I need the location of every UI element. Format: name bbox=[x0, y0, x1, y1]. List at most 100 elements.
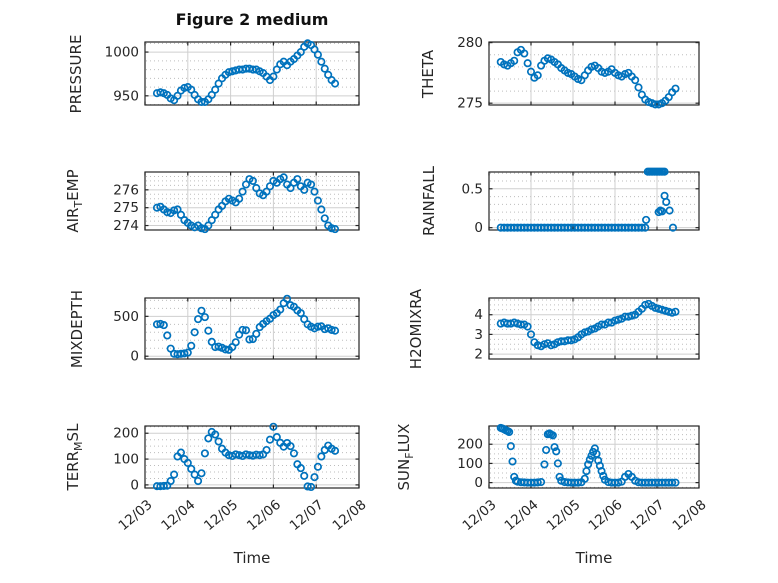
axes-border bbox=[144, 41, 360, 106]
figure-title: Figure 2 medium bbox=[175, 10, 329, 29]
data-point-marker bbox=[152, 203, 162, 212]
data-point-marker bbox=[313, 462, 322, 471]
x-tick-label: 12/04 bbox=[158, 497, 198, 534]
data-point-marker bbox=[540, 460, 549, 469]
x-tick-label: 12/03 bbox=[115, 497, 155, 534]
x-tick-label: 12/03 bbox=[459, 497, 499, 534]
data-point-marker bbox=[204, 434, 213, 443]
data-point-marker bbox=[526, 330, 536, 339]
data-point-marker bbox=[657, 207, 667, 216]
data-point-marker bbox=[320, 64, 329, 73]
data-point-marker bbox=[300, 185, 309, 194]
y-axis-label-terr-msl: TERRMSL bbox=[64, 423, 85, 491]
data-point-marker bbox=[520, 49, 529, 58]
data-point-marker bbox=[269, 422, 278, 431]
data-point-marker bbox=[248, 176, 257, 185]
data-point-marker bbox=[330, 79, 340, 88]
data-point-marker bbox=[654, 208, 663, 217]
data-point-marker bbox=[537, 477, 546, 487]
y-tick-label: 200 bbox=[457, 437, 483, 453]
data-point-marker bbox=[668, 478, 677, 487]
subplot-mixdepth: 0 500 bbox=[113, 294, 360, 365]
data-point-marker bbox=[300, 471, 309, 480]
data-point-marker bbox=[634, 83, 643, 92]
x-tick-label: 12/07 bbox=[627, 497, 667, 534]
data-point-marker bbox=[317, 57, 326, 66]
y-tick-label: 280 bbox=[457, 35, 483, 51]
data-point-marker bbox=[310, 473, 319, 482]
data-point-marker bbox=[163, 331, 172, 340]
data-point-marker bbox=[505, 427, 514, 437]
data-point-marker bbox=[262, 445, 271, 455]
x-tick-label: 12/05 bbox=[543, 497, 583, 534]
data-point-marker bbox=[221, 345, 230, 354]
data-point-marker bbox=[197, 469, 206, 478]
data-point-marker bbox=[665, 206, 674, 215]
data-point-marker bbox=[272, 433, 281, 442]
y-tick-label: 275 bbox=[457, 96, 483, 112]
data-point-marker bbox=[194, 476, 203, 486]
x-axis-label-left: Time bbox=[233, 549, 271, 567]
y-tick-label: 275 bbox=[113, 200, 139, 216]
data-point-marker bbox=[662, 197, 671, 207]
data-point-marker bbox=[159, 321, 168, 330]
data-point-marker bbox=[523, 59, 532, 68]
data-point-marker bbox=[187, 464, 196, 473]
data-point-marker bbox=[641, 223, 650, 232]
data-point-marker bbox=[320, 214, 329, 223]
data-point-marker bbox=[231, 338, 240, 347]
data-point-marker bbox=[238, 325, 247, 334]
data-point-marker bbox=[599, 471, 608, 480]
data-point-marker bbox=[303, 482, 312, 491]
data-point-marker bbox=[235, 194, 244, 203]
data-point-marker bbox=[276, 305, 285, 314]
data-point-marker bbox=[313, 196, 322, 205]
y-tick-label: 0 bbox=[474, 475, 483, 491]
data-point-marker bbox=[163, 208, 172, 217]
data-point-marker bbox=[631, 76, 640, 85]
data-point-marker bbox=[508, 457, 517, 466]
data-point-marker bbox=[555, 472, 564, 481]
data-point-marker bbox=[255, 451, 264, 460]
x-tick-label: 12/06 bbox=[585, 497, 625, 534]
data-point-marker bbox=[523, 322, 532, 331]
data-point-marker bbox=[286, 442, 295, 451]
y-tick-label: 3 bbox=[474, 327, 483, 343]
data-point-marker bbox=[245, 335, 254, 344]
data-point-marker bbox=[330, 446, 340, 455]
subplot-terr-msl: 0 100 200 12/03 12/04 12/05 12/06 12/07 12/08 bbox=[113, 422, 370, 534]
data-point-marker bbox=[204, 326, 213, 335]
data-point-marker bbox=[307, 180, 316, 189]
axes-border bbox=[144, 425, 360, 489]
data-point-marker bbox=[317, 452, 326, 461]
data-point-marker bbox=[313, 322, 322, 331]
data-point-marker bbox=[176, 448, 186, 457]
y-tick-label: 0 bbox=[474, 220, 483, 236]
y-tick-label: 0 bbox=[130, 477, 139, 493]
data-point-marker bbox=[597, 467, 606, 476]
data-point-marker bbox=[671, 478, 680, 487]
data-point-marker bbox=[180, 349, 189, 358]
data-point-marker bbox=[584, 460, 593, 469]
data-point-marker bbox=[170, 470, 179, 479]
data-point-marker bbox=[660, 167, 669, 176]
x-tick-label: 12/08 bbox=[669, 497, 709, 534]
y-axis-label-sun-flux: SUNFLUX bbox=[395, 423, 416, 491]
subplot-sun-flux: 0 100 200 12/03 12/04 12/05 12/06 12/07 12/08 bbox=[457, 423, 710, 534]
data-point-marker bbox=[159, 481, 168, 490]
y-tick-label: 0 bbox=[130, 349, 139, 365]
subplot-h2omixra: 2 3 4 bbox=[474, 297, 700, 363]
data-point-marker bbox=[526, 67, 536, 76]
y-tick-label: 4 bbox=[474, 307, 483, 323]
x-tick-label: 12/05 bbox=[201, 497, 241, 534]
y-tick-label: 274 bbox=[113, 218, 139, 234]
y-tick-label: 500 bbox=[113, 309, 139, 325]
data-point-marker bbox=[548, 431, 557, 440]
axes-border bbox=[144, 297, 360, 360]
data-point-marker bbox=[553, 459, 562, 468]
subplot-theta: 275 280 bbox=[457, 35, 700, 112]
data-point-marker bbox=[330, 225, 340, 234]
data-point-marker bbox=[310, 187, 319, 196]
y-tick-label: 276 bbox=[113, 182, 139, 198]
